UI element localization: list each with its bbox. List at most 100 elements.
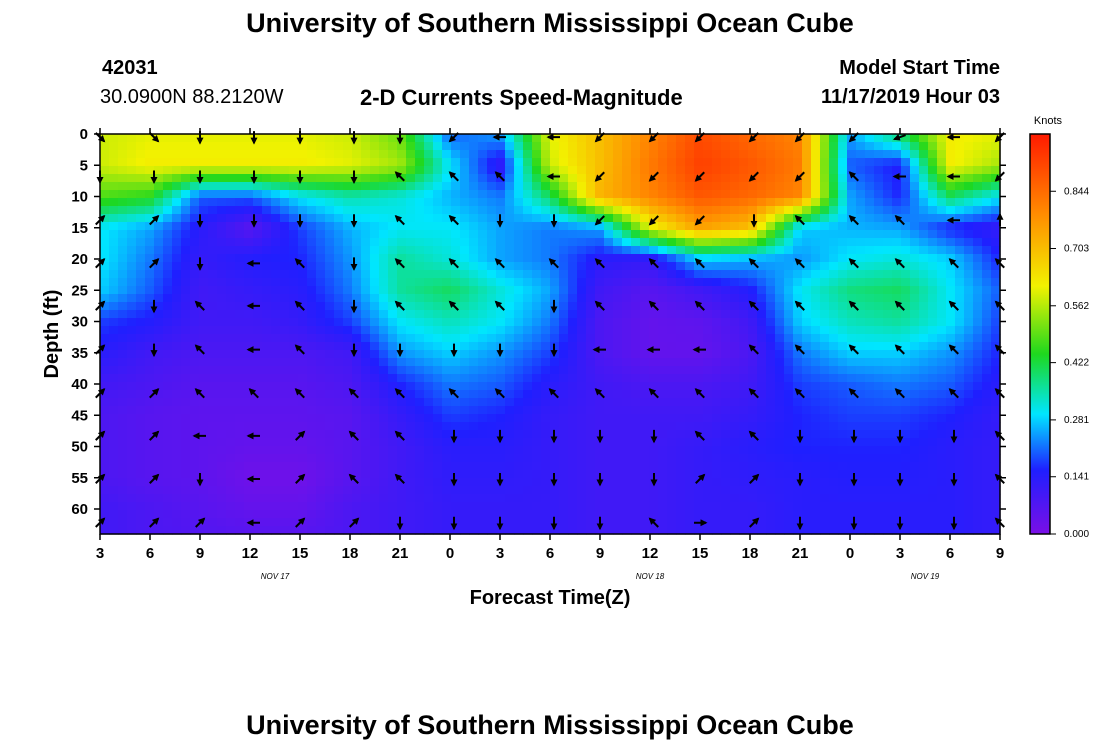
heatmap-cell	[280, 254, 290, 263]
heatmap-cell	[685, 326, 695, 335]
heatmap-cell	[982, 446, 992, 455]
heatmap-cell	[757, 230, 767, 239]
heatmap-cell	[703, 278, 713, 287]
heatmap-cell	[127, 254, 137, 263]
heatmap-cell	[505, 302, 515, 311]
heatmap-cell	[550, 326, 560, 335]
heatmap-cell	[739, 462, 749, 471]
heatmap-cell	[397, 526, 407, 535]
heatmap-cell	[199, 470, 209, 479]
heatmap-cell	[928, 262, 938, 271]
heatmap-cell	[478, 358, 488, 367]
heatmap-cell	[181, 438, 191, 447]
heatmap-cell	[208, 438, 218, 447]
heatmap-cell	[937, 454, 947, 463]
heatmap-cell	[442, 262, 452, 271]
heatmap-cell	[784, 502, 794, 511]
heatmap-cell	[568, 206, 578, 215]
heatmap-cell	[298, 526, 308, 535]
heatmap-cell	[289, 166, 299, 175]
heatmap-cell	[901, 510, 911, 519]
heatmap-cell	[451, 294, 461, 303]
heatmap-cell	[703, 270, 713, 279]
heatmap-cell	[262, 158, 272, 167]
heatmap-cell	[802, 134, 812, 143]
heatmap-cell	[415, 438, 425, 447]
heatmap-cell	[127, 270, 137, 279]
heatmap-cell	[712, 470, 722, 479]
heatmap-cell	[982, 270, 992, 279]
heatmap-cell	[361, 390, 371, 399]
heatmap-cell	[235, 430, 245, 439]
heatmap-cell	[478, 246, 488, 255]
heatmap-cell	[541, 134, 551, 143]
heatmap-cell	[676, 318, 686, 327]
heatmap-cell	[667, 270, 677, 279]
heatmap-cell	[883, 174, 893, 183]
heatmap-cell	[658, 294, 668, 303]
heatmap-cell	[991, 398, 1001, 407]
heatmap-cell	[163, 222, 173, 231]
heatmap-cell	[478, 374, 488, 383]
heatmap-cell	[172, 206, 182, 215]
heatmap-cell	[541, 398, 551, 407]
heatmap-cell	[289, 390, 299, 399]
station-coords: 30.0900N 88.2120W	[100, 86, 284, 108]
heatmap-cell	[433, 406, 443, 415]
heatmap-cell	[658, 342, 668, 351]
heatmap-cell	[820, 214, 830, 223]
heatmap-cell	[163, 422, 173, 431]
heatmap-cell	[487, 198, 497, 207]
heatmap-cell	[973, 494, 983, 503]
heatmap-cell	[703, 238, 713, 247]
heatmap-cell	[271, 358, 281, 367]
heatmap-cell	[181, 358, 191, 367]
heatmap-cell	[298, 422, 308, 431]
heatmap-cell	[397, 134, 407, 143]
heatmap-cell	[505, 486, 515, 495]
heatmap-cell	[577, 494, 587, 503]
heatmap-cell	[784, 294, 794, 303]
heatmap-cell	[334, 158, 344, 167]
heatmap-cell	[514, 494, 524, 503]
heatmap-cell	[928, 382, 938, 391]
heatmap-cell	[208, 374, 218, 383]
heatmap-cell	[271, 494, 281, 503]
heatmap-cell	[127, 342, 137, 351]
heatmap-cell	[415, 246, 425, 255]
heatmap-cell	[397, 382, 407, 391]
heatmap-cell	[568, 302, 578, 311]
heatmap-cell	[226, 222, 236, 231]
heatmap-cell	[937, 206, 947, 215]
heatmap-cell	[595, 486, 605, 495]
heatmap-cell	[496, 454, 506, 463]
heatmap-cell	[604, 230, 614, 239]
heatmap-cell	[190, 150, 200, 159]
heatmap-cell	[802, 406, 812, 415]
heatmap-cell	[388, 358, 398, 367]
heatmap-cell	[919, 462, 929, 471]
heatmap-cell	[631, 190, 641, 199]
heatmap-cell	[784, 318, 794, 327]
heatmap-cell	[613, 286, 623, 295]
heatmap-cell	[145, 358, 155, 367]
heatmap-cell	[415, 374, 425, 383]
heatmap-cell	[829, 166, 839, 175]
heatmap-cell	[649, 422, 659, 431]
heatmap-cell	[235, 470, 245, 479]
heatmap-cell	[541, 462, 551, 471]
heatmap-cell	[397, 342, 407, 351]
heatmap-cell	[640, 238, 650, 247]
heatmap-cell	[739, 182, 749, 191]
heatmap-cell	[865, 502, 875, 511]
heatmap-cell	[901, 406, 911, 415]
heatmap-cell	[352, 150, 362, 159]
heatmap-cell	[145, 526, 155, 535]
heatmap-cell	[145, 494, 155, 503]
heatmap-cell	[541, 286, 551, 295]
heatmap-cell	[865, 350, 875, 359]
heatmap-cell	[523, 414, 533, 423]
heatmap-cell	[784, 486, 794, 495]
heatmap-cell	[172, 270, 182, 279]
heatmap-cell	[559, 150, 569, 159]
